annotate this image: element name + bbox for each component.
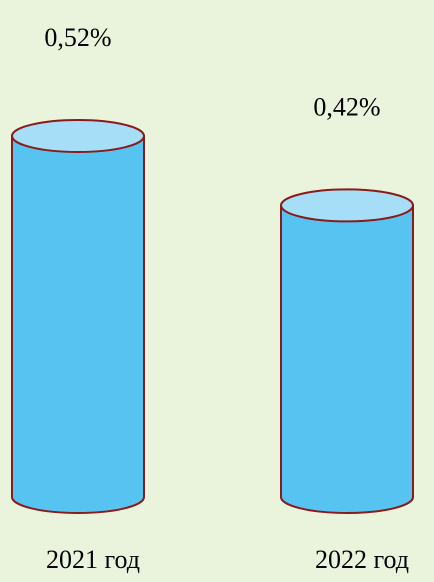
bar-1: 0,52% 2021 год [11,23,145,574]
cylinder-top [280,188,414,223]
cylinder-top [11,119,145,153]
bar-2: 0,42% 2022 год [280,92,414,574]
value-label: 0,52% [44,23,111,52]
cylinder-body [11,135,145,514]
value-label: 0,42% [313,92,380,121]
cylinder-body [280,204,414,514]
category-label: 2022 год [315,545,409,574]
category-label: 2021 год [46,545,140,574]
